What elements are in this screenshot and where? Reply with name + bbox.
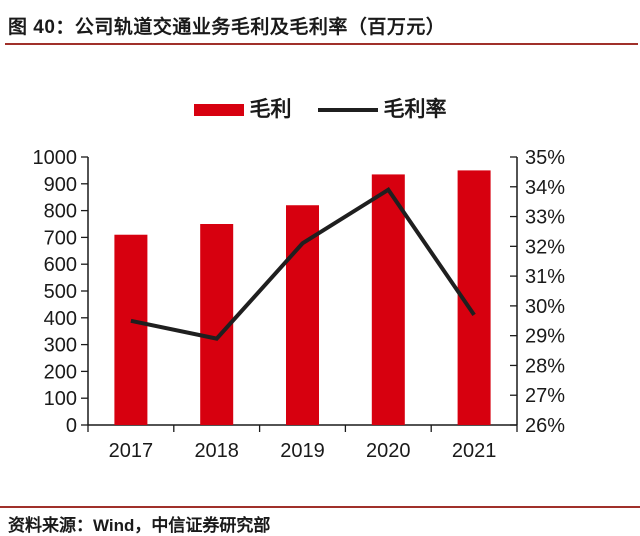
right-axis-tick-label: 32% — [525, 236, 565, 258]
legend-label-gross-profit: 毛利 — [249, 98, 292, 121]
axis-labels: 0 100 200 300 400 500 600 700 800 900 1000 26% 27% 28… — [33, 147, 566, 462]
right-axis-tick-label: 27% — [525, 385, 565, 407]
bar-2020 — [371, 174, 405, 425]
left-axis-tick-label: 700 — [44, 227, 77, 249]
gross-margin-line — [130, 187, 476, 341]
chart-legend: 毛利 毛利率 — [0, 99, 640, 120]
left-axis-tick-label: 900 — [44, 174, 77, 196]
bar-series-swatch — [193, 103, 244, 116]
left-axis-tick-label: 500 — [44, 281, 77, 303]
x-axis-tick-label: 2021 — [452, 440, 497, 462]
left-axis-tick-label: 100 — [44, 388, 77, 410]
left-axis-tick-label: 800 — [44, 201, 77, 223]
x-axis-tick-label: 2017 — [109, 440, 154, 462]
chart-canvas: 0 100 200 300 400 500 600 700 800 900 1000 26% 27% 28… — [33, 147, 566, 462]
right-axis-tick-label: 26% — [525, 415, 565, 437]
left-axis-tick-label: 600 — [44, 254, 77, 276]
left-axis-tick-label: 400 — [44, 308, 77, 330]
x-axis-tick-label: 2019 — [280, 440, 325, 462]
bar-2017 — [114, 234, 148, 425]
legend-label-gross-margin: 毛利率 — [383, 98, 447, 121]
left-axis-tick-label: 0 — [66, 415, 77, 437]
line-group — [130, 187, 476, 341]
right-axis-tick-label: 30% — [525, 296, 565, 318]
figure-title: 图 40：公司轨道交通业务毛利及毛利率（百万元） — [8, 17, 446, 38]
left-axis-tick-label: 1000 — [33, 147, 78, 169]
right-axis-tick-label: 29% — [525, 326, 565, 348]
left-axis-tick-label: 300 — [44, 335, 77, 357]
right-axis-tick-label: 33% — [525, 207, 565, 229]
legend-item-gross-margin: 毛利率 — [317, 98, 447, 121]
footer-rule — [0, 506, 640, 508]
right-axis-tick-label: 28% — [525, 355, 565, 377]
x-axis-tick-label: 2020 — [366, 440, 411, 462]
legend-item-gross-profit: 毛利 — [193, 98, 292, 121]
right-axis-tick-label: 34% — [525, 177, 565, 199]
x-axis-tick-label: 2018 — [194, 440, 239, 462]
source-note: 资料来源：Wind，中信证券研究部 — [8, 516, 271, 535]
left-axis-tick-label: 200 — [44, 361, 77, 383]
title-underline — [5, 43, 638, 45]
bars-group — [114, 170, 491, 425]
right-axis-tick-label: 31% — [525, 266, 565, 288]
right-axis-tick-label: 35% — [525, 147, 565, 169]
line-series-swatch — [317, 107, 378, 112]
